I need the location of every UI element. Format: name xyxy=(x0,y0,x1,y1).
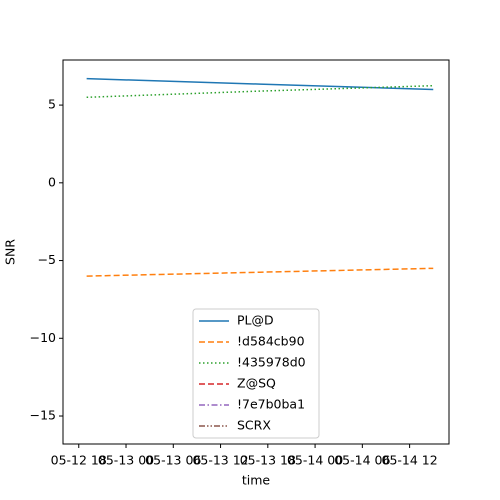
series-line xyxy=(86,267,434,277)
y-axis-label: SNR xyxy=(3,239,18,265)
x-tick-label: 05-13 12 xyxy=(192,453,248,468)
y-tick-label: 0 xyxy=(48,174,56,189)
x-tick-label: 05-13 06 xyxy=(145,453,201,468)
x-tick-label: 05-14 00 xyxy=(287,453,343,468)
legend-label: !7e7b0ba1 xyxy=(237,397,305,412)
y-tick-label: −10 xyxy=(30,330,56,345)
y-tick-label: 5 xyxy=(48,97,56,112)
legend-label: SCRX xyxy=(237,418,271,433)
x-axis-label: time xyxy=(242,473,271,488)
x-tick-label: 05-13 00 xyxy=(98,453,154,468)
x-tick-label: 05-13 18 xyxy=(240,453,296,468)
legend: PL@D !d584cb90 !435978d0 Z@SQ !7e7b0ba1 SCRX xyxy=(192,308,320,439)
y-tick-label: −15 xyxy=(30,408,56,423)
series-line xyxy=(86,84,434,99)
x-tick-label: 05-14 12 xyxy=(382,453,438,468)
y-tick-label: −5 xyxy=(38,252,56,267)
x-tick-label: 05-12 18 xyxy=(51,453,107,468)
legend-label: !435978d0 xyxy=(237,355,306,370)
plot-frame xyxy=(62,59,450,445)
series-line xyxy=(86,77,434,91)
legend-label: PL@D xyxy=(237,313,274,328)
x-tick-label: 05-14 06 xyxy=(334,453,390,468)
legend-label: Z@SQ xyxy=(237,376,276,391)
legend-label: !d584cb90 xyxy=(237,334,305,349)
